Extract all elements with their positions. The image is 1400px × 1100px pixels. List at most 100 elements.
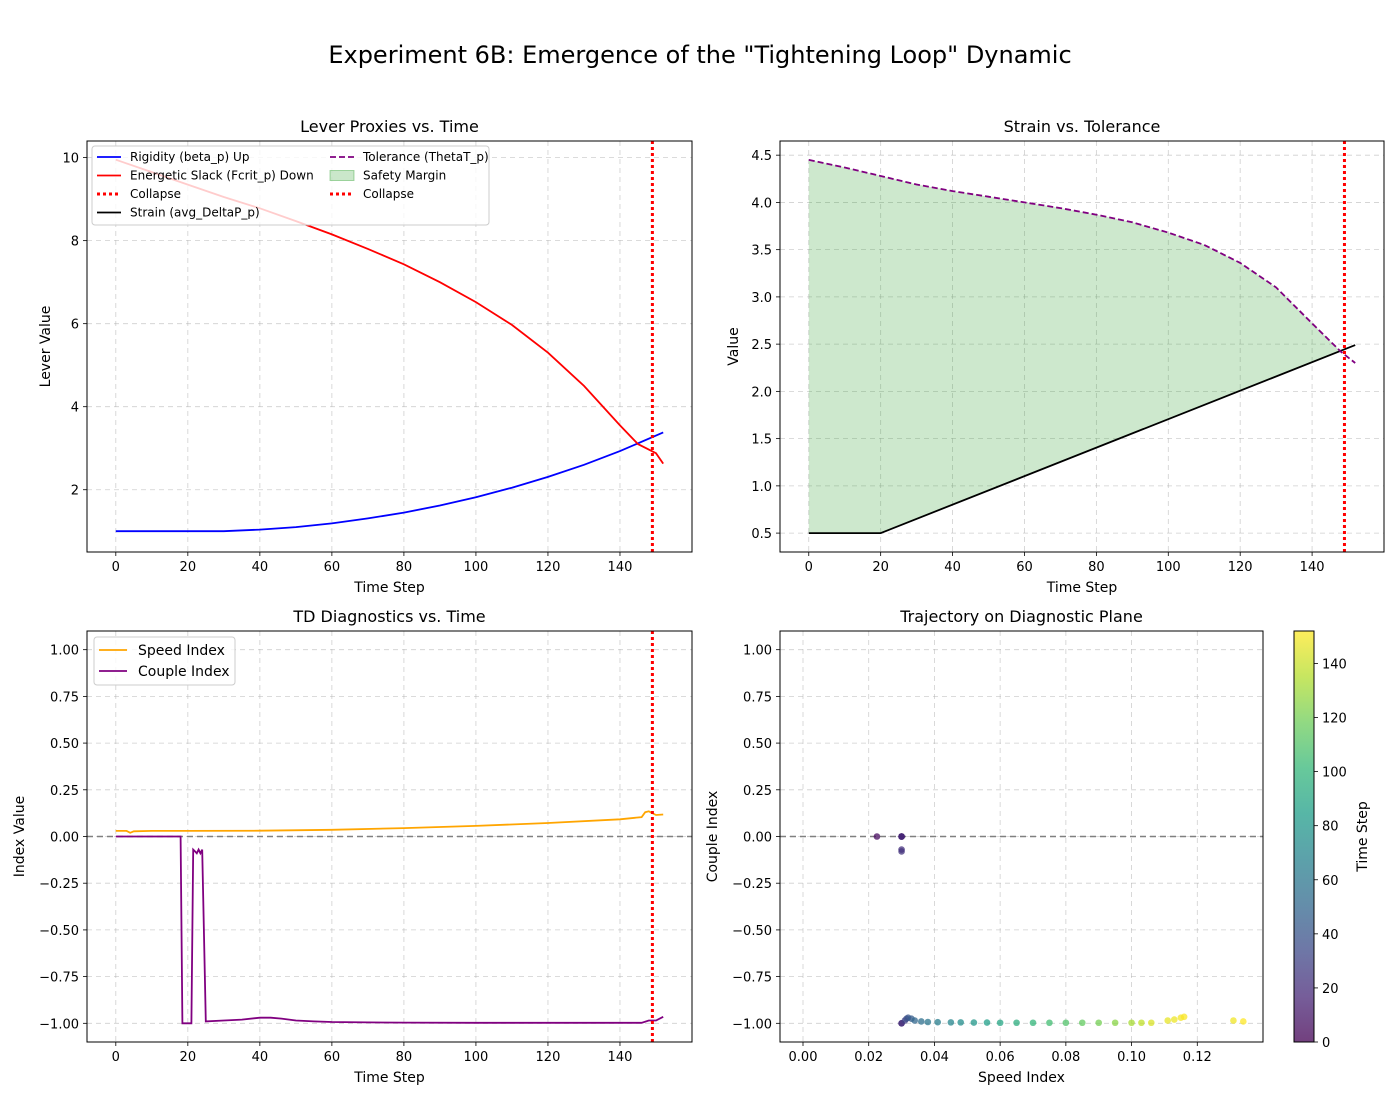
y-tick-label: 4.0 [751, 196, 772, 211]
scatter-point [911, 1017, 919, 1024]
plot-area [780, 833, 1263, 1027]
axes-frame [86, 140, 693, 553]
y-axis-label: Lever Value [38, 306, 54, 388]
x-tick-label: 80 [396, 1050, 413, 1065]
legend: Rigidity (beta_p) Up Energetic Slack (Fcr… [91, 145, 490, 226]
y-tick-label: −0.50 [732, 924, 772, 939]
y-tick-label: −0.25 [732, 877, 772, 892]
scatter-point [970, 1019, 978, 1026]
grid-strain [780, 141, 1384, 552]
y-tick-label: 0.50 [50, 737, 79, 752]
strain-line [808, 344, 1356, 534]
y-tick-label: 2.5 [751, 338, 772, 353]
x-tick-label: 140 [608, 1050, 633, 1065]
y-tick-label: 10 [62, 152, 79, 167]
x-tick-label: 0.04 [920, 1050, 949, 1065]
scatter-point [898, 833, 905, 840]
axes-title: Strain vs. Tolerance [1004, 117, 1161, 136]
axes-frame [779, 140, 1385, 553]
scatter-point [934, 1018, 942, 1026]
plot-area [87, 631, 692, 1042]
x-tick-label: 0.02 [854, 1050, 883, 1065]
y-tick-label: 1.0 [751, 480, 772, 495]
axes-strain: 0 20 40 60 80 100 120 140 0.5 1.0 1.5 2.0 2.5 3.0 3.5 4… [726, 117, 1385, 596]
x-tick-label: 80 [396, 560, 413, 575]
legend-swatch [329, 170, 355, 181]
scatter-point [1147, 1019, 1155, 1027]
legend-label: Tolerance (ThetaT_p) [362, 150, 489, 164]
y-tick-label: −0.25 [39, 877, 79, 892]
x-tick-label: 140 [1300, 560, 1325, 575]
y-tick-label: 1.00 [50, 644, 79, 659]
plot-area [808, 141, 1356, 552]
y-tick-label: 0.75 [50, 690, 79, 705]
colorbar-tick-label: 60 [1322, 874, 1339, 889]
y-tick-label: 0.25 [743, 784, 772, 799]
x-tick-label: 60 [324, 1050, 341, 1065]
y-tick-label: 2 [71, 484, 79, 499]
x-tick-label: 0 [112, 560, 120, 575]
x-tick-label: 120 [536, 560, 561, 575]
x-tick-label: 140 [608, 560, 633, 575]
x-axis-label: Time Step [353, 1070, 425, 1086]
colorbar-tick-label: 100 [1322, 766, 1347, 781]
x-tick-label: 80 [1088, 560, 1105, 575]
scatter-point [996, 1019, 1004, 1027]
scatter-point [1230, 1017, 1237, 1024]
colorbar-bar [1293, 630, 1315, 1043]
y-axis-label: Index Value [12, 796, 28, 877]
legend-label: Rigidity (beta_p) Up [130, 150, 249, 164]
axes-frame [779, 630, 1264, 1043]
colorbar-tick-label: 120 [1322, 712, 1347, 727]
x-tick-label: 120 [536, 1050, 561, 1065]
legend-label: Speed Index [138, 643, 225, 659]
y-axis-label: Couple Index [705, 791, 721, 883]
x-tick-label: 20 [180, 1050, 197, 1065]
y-tick-label: −0.50 [39, 924, 79, 939]
colorbar-tick-label: 40 [1322, 928, 1339, 943]
scatter-point [1180, 1013, 1188, 1021]
axes-title: Trajectory on Diagnostic Plane [899, 607, 1143, 626]
y-tick-label: 3.5 [751, 244, 772, 259]
colorbar-tick-label: 140 [1322, 657, 1347, 672]
y-tick-label: 1.00 [743, 644, 772, 659]
scatter-point [957, 1019, 965, 1026]
y-tick-label: −1.00 [732, 1017, 772, 1032]
scatter-point [1170, 1016, 1178, 1023]
scatter-point [1239, 1018, 1247, 1025]
scatter-point [1111, 1019, 1119, 1027]
x-tick-label: 100 [464, 1050, 489, 1065]
scatter-point [1013, 1019, 1020, 1027]
scatter-point [1078, 1019, 1086, 1027]
scatter-point [1128, 1019, 1135, 1027]
x-tick-label: 40 [252, 1050, 269, 1065]
x-tick-label: 0.00 [789, 1050, 818, 1065]
x-tick-label: 40 [252, 560, 269, 575]
speed-index-line [115, 810, 664, 834]
y-tick-label: −0.75 [732, 971, 772, 986]
x-tick-label: 0.10 [1117, 1050, 1146, 1065]
couple-index-line [115, 835, 664, 1025]
x-tick-label: 60 [1016, 560, 1033, 575]
x-tick-label: 0.06 [986, 1050, 1015, 1065]
y-tick-label: 0.5 [751, 527, 772, 542]
y-tick-label: 0.50 [743, 737, 772, 752]
legend: Speed Index Couple Index [93, 636, 236, 686]
axes-levers: 0 20 40 60 80 100 120 140 2 4 6 8 10 Lever Proxies vs… [38, 117, 693, 596]
y-tick-label: 4 [71, 401, 79, 416]
legend-label: Energetic Slack (Fcrit_p) Down [130, 169, 314, 183]
y-tick-label: 3.0 [751, 291, 772, 306]
y-tick-label: 0.00 [50, 831, 79, 846]
x-tick-label: 20 [180, 560, 197, 575]
scatter-point [1138, 1019, 1145, 1027]
scatter-point [873, 833, 881, 840]
y-tick-label: 1.5 [751, 433, 772, 448]
y-tick-label: 8 [71, 235, 79, 250]
figure-title: Experiment 6B: Emergence of the "Tighten… [328, 41, 1071, 69]
axes-traj: 0.00 0.02 0.04 0.06 0.08 0.10 0.12 −1.00 −0.75 −0… [705, 607, 1264, 1086]
x-tick-label: 100 [464, 560, 489, 575]
x-tick-label: 40 [944, 560, 961, 575]
scatter-point [947, 1019, 955, 1026]
axes-title: TD Diagnostics vs. Time [292, 607, 485, 626]
